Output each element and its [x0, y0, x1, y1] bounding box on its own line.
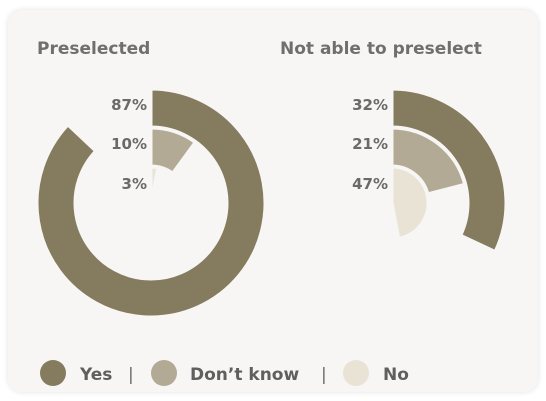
chart-title-not-able: Not able to preselect [280, 39, 482, 59]
legend-swatch-dont-know [151, 360, 177, 386]
legend-swatch-no [343, 360, 369, 386]
value-label-no: 3% [122, 175, 147, 193]
value-label-yes: 87% [111, 96, 147, 114]
legend-label-no: No [383, 365, 409, 385]
chart-preselected: Preselected 87% 10% 3% [35, 39, 267, 319]
chart-title-preselected: Preselected [37, 39, 150, 59]
legend-label-dont-know: Don’t know [190, 365, 299, 385]
value-label-dont-know: 10% [111, 135, 147, 153]
legend-swatch-yes [40, 360, 66, 386]
legend: Yes | Don’t know | No [40, 360, 409, 386]
legend-separator: | [128, 365, 134, 385]
chart-not-able-to-preselect: Not able to preselect 32% 21% 47% [280, 39, 508, 254]
value-label-no: 47% [352, 175, 388, 193]
arc-no [149, 165, 160, 204]
value-label-yes: 32% [352, 96, 388, 114]
arc-no [390, 165, 430, 241]
legend-separator: | [321, 365, 327, 385]
legend-label-yes: Yes [79, 365, 112, 385]
value-label-dont-know: 21% [352, 135, 388, 153]
chart-card [8, 10, 538, 392]
arc-yes [35, 87, 267, 319]
